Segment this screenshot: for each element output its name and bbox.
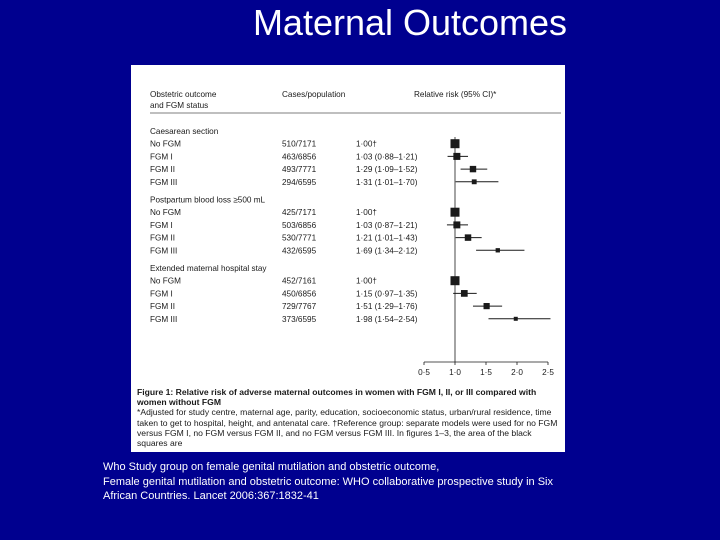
row-label: FGM III — [150, 246, 177, 255]
row-label: No FGM — [150, 277, 181, 286]
group-label: Caesarean section — [150, 127, 219, 136]
row-label: No FGM — [150, 208, 181, 217]
row-cases: 452/7161 — [282, 277, 317, 286]
row-cases: 493/7771 — [282, 165, 317, 174]
row-cases: 503/6856 — [282, 221, 317, 230]
rr-square — [495, 248, 500, 253]
row-rr-text: 1·00† — [356, 140, 377, 149]
row-cases: 450/6856 — [282, 289, 317, 298]
row-cases: 425/7171 — [282, 208, 317, 217]
rr-square — [453, 152, 461, 160]
row-rr-text: 1·29 (1·09–1·52) — [356, 165, 418, 174]
row-cases: 530/7771 — [282, 234, 317, 243]
row-cases: 729/7767 — [282, 302, 317, 311]
row-label: FGM II — [150, 165, 175, 174]
x-tick-label: 1·0 — [449, 368, 461, 377]
rr-square — [471, 179, 477, 185]
citation: Who Study group on female genital mutila… — [103, 460, 703, 504]
row-label: FGM I — [150, 289, 173, 298]
forest-plot: Obstetric outcome and FGM status Cases/pop… — [150, 90, 561, 377]
figure-caption-note: *Adjusted for study centre, maternal age… — [137, 407, 558, 449]
row-rr-text: 1·69 (1·34–2·12) — [356, 246, 418, 255]
row-cases: 432/6595 — [282, 246, 317, 255]
figure-caption: Figure 1: Relative risk of adverse mater… — [137, 387, 561, 448]
rr-square — [460, 290, 468, 297]
row-label: FGM III — [150, 315, 177, 324]
slide-title: Maternal Outcomes — [252, 2, 568, 43]
row-cases: 510/7171 — [282, 140, 317, 149]
citation-line-1: Who Study group on female genital mutila… — [103, 461, 440, 473]
x-tick-label: 0·5 — [418, 368, 430, 377]
citation-line-2: Female genital mutilation and obstetric … — [103, 475, 553, 488]
row-rr-text: 1·21 (1·01–1·43) — [356, 234, 418, 243]
group-label: Extended maternal hospital stay — [150, 264, 267, 273]
rr-square — [453, 221, 461, 229]
row-rr-text: 1·03 (0·88–1·21) — [356, 152, 418, 161]
x-tick-label: 2·5 — [542, 368, 554, 377]
forest-plot-figure: Obstetric outcome and FGM status Cases/pop… — [131, 65, 565, 452]
row-label: No FGM — [150, 140, 181, 149]
x-tick-label: 2·0 — [511, 368, 523, 377]
header-cases: Cases/population — [282, 90, 346, 99]
row-rr-text: 1·31 (1·01–1·70) — [356, 178, 418, 187]
rr-square — [483, 303, 490, 310]
figure-caption-title: Figure 1: Relative risk of adverse mater… — [137, 387, 537, 408]
row-cases: 373/6595 — [282, 315, 317, 324]
rr-square — [469, 165, 477, 173]
header-outcome-line2: and FGM status — [150, 101, 208, 110]
header-relative-risk: Relative risk (95% CI)* — [414, 90, 497, 99]
row-rr-text: 1·00† — [356, 208, 377, 217]
row-rr-text: 1·03 (0·87–1·21) — [356, 221, 418, 230]
row-cases: 294/6595 — [282, 178, 317, 187]
row-label: FGM I — [150, 152, 173, 161]
x-tick-label: 1·5 — [480, 368, 492, 377]
row-cases: 463/6856 — [282, 152, 317, 161]
row-label: FGM II — [150, 302, 175, 311]
citation-line-3: African Countries. Lancet 2006:367:1832-… — [103, 490, 319, 502]
group-label: Postpartum blood loss ≥500 mL — [150, 196, 266, 205]
row-rr-text: 1·15 (0·97–1·35) — [356, 289, 418, 298]
row-rr-text: 1·00† — [356, 277, 377, 286]
rr-square — [464, 234, 472, 241]
row-rr-text: 1·51 (1·29–1·76) — [356, 302, 418, 311]
row-label: FGM I — [150, 221, 173, 230]
header-outcome-line1: Obstetric outcome — [150, 90, 217, 99]
row-label: FGM II — [150, 234, 175, 243]
row-label: FGM III — [150, 178, 177, 187]
rr-square — [513, 316, 518, 321]
row-rr-text: 1·98 (1·54–2·54) — [356, 315, 418, 324]
